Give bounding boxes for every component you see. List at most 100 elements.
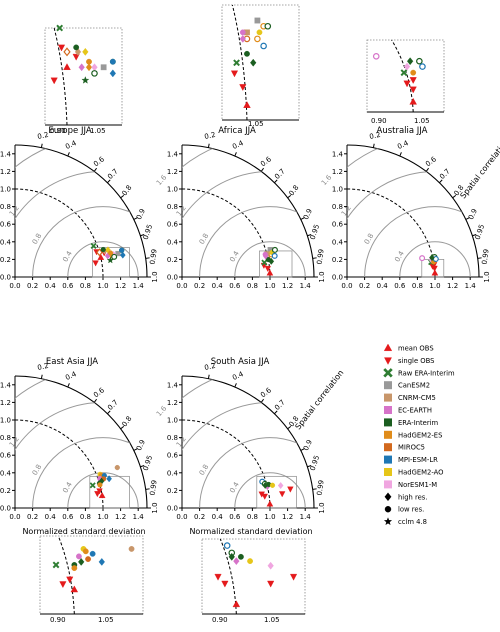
inset-reference-arc [231,4,248,121]
inset-tick-label: 1.05 [98,616,114,624]
taylor-panel: 0.40.81.21.60.20.40.60.70.80.90.950.991.… [0,357,159,536]
corr-tick [67,383,70,388]
legend-label: NorESM1-M [398,481,437,489]
corr-tick-label: 0.6 [424,155,438,168]
x-tick-label: 0.8 [80,282,91,290]
rms-tick-label: 0.4 [61,249,74,263]
legend-label: HadGEM2-ES [398,431,442,439]
corr-tick-label: 0.8 [120,184,133,198]
x-tick-label: 0.4 [212,282,224,290]
inset-data-point [128,546,135,552]
corr-tick [120,194,125,199]
corr-tick [300,217,305,220]
y-tick-label: 1.4 [332,150,344,158]
data-point [119,247,125,253]
inset-tick-label: 1.05 [414,117,430,125]
inset-data-point [86,58,92,65]
outer-arc [181,144,315,278]
x-tick-label: 0.0 [176,282,187,290]
inset-data-point [238,553,244,560]
corr-tick-label: 0.95 [309,223,321,240]
legend-item: MPI-ESM-LR [384,455,438,464]
corr-axis-label: Spatial correlation [293,368,345,431]
corr-tick [312,488,317,490]
rms-arc [199,206,314,277]
y-tick-label: 0.4 [167,469,179,477]
corr-tick-label: 0.2 [204,131,217,141]
x-tick-label: 1.4 [133,282,145,290]
inset-data-point [57,44,66,52]
inset-panel: 0.90 1.05 [366,39,445,125]
rms-arc [199,437,314,508]
legend-item: low res. [384,506,424,514]
data-point [106,256,114,264]
x-tick-label: 1.4 [300,282,312,290]
inset-data-point [223,542,231,549]
corr-tick [140,465,145,468]
corr-tick-label: 1.0 [318,271,326,282]
legend-marker [384,406,392,414]
inset-panel: 0.90 1.05 [39,535,144,624]
corr-tick-label: 0.6 [92,386,106,399]
legend-marker [384,468,392,476]
corr-tick-label: 1.0 [483,271,491,282]
corr-tick-label: 1.0 [318,502,326,513]
inset-data-point [250,58,257,67]
inset-data-point [267,561,274,570]
rms-tick-label: 0.8 [198,463,210,477]
legend-marker [383,517,393,526]
corr-tick-label: 0.9 [135,207,147,221]
inset-data-point [109,69,116,78]
corr-tick [133,448,138,451]
corr-tick-label: 0.2 [37,362,50,372]
corr-tick [145,488,150,490]
y-tick-label: 1.2 [0,399,11,407]
inset-tick-label: 0.90 [371,117,387,125]
x-tick-label: 1.0 [97,513,108,521]
y-tick-label: 0.0 [167,274,178,282]
corr-tick [425,167,430,172]
corr-tick-label: 0.6 [259,155,273,168]
data-point [106,475,112,483]
x-tick-label: 0.6 [62,282,74,290]
outer-arc [181,375,315,509]
legend-item: HadGEM2-AO [384,468,444,477]
x-tick-label: 0.6 [394,282,406,290]
data-point [431,269,439,276]
rms-arc [234,241,306,277]
legend-item: high res. [384,492,428,501]
rms-tick-label: 0.8 [31,463,43,477]
legend-marker [384,430,392,439]
corr-tick-label: 0.9 [135,438,147,452]
corr-axis-label: Spatial correlation [458,137,500,200]
legend-label: MPI-ESM-LR [398,456,438,464]
rms-arc [15,376,147,508]
legend: mean OBS single OBS Raw ERA-Interim CanESM2… [383,343,455,526]
outer-arc [346,144,480,278]
y-tick-label: 1.4 [167,381,179,389]
corr-tick-label: 0.9 [302,438,314,452]
corr-tick-label: 0.2 [204,362,217,372]
corr-tick-label: 0.95 [142,454,154,471]
x-tick-label: 1.0 [264,282,275,290]
corr-tick [120,425,125,430]
inset-data-point [85,63,93,72]
y-tick-label: 0.2 [167,256,178,264]
data-point [266,269,274,276]
y-tick-label: 1.4 [167,150,179,158]
corr-tick-label: 0.8 [287,184,300,198]
legend-marker [383,368,393,378]
rms-tick-label: 0.8 [363,232,375,246]
data-point [90,242,97,249]
x-tick-label: 1.2 [447,282,458,290]
data-point [92,260,99,267]
inset-data-point [82,548,89,555]
inset-data-point [56,24,64,32]
panel-title: Australia JJA [377,126,428,136]
legend-marker [384,381,392,390]
zoom-box [256,475,297,509]
x-tick-label: 0.0 [9,282,20,290]
x-tick-label: 0.6 [62,513,74,521]
panel-title: Europe JJA [48,126,91,136]
y-tick-label: 0.4 [0,238,12,246]
